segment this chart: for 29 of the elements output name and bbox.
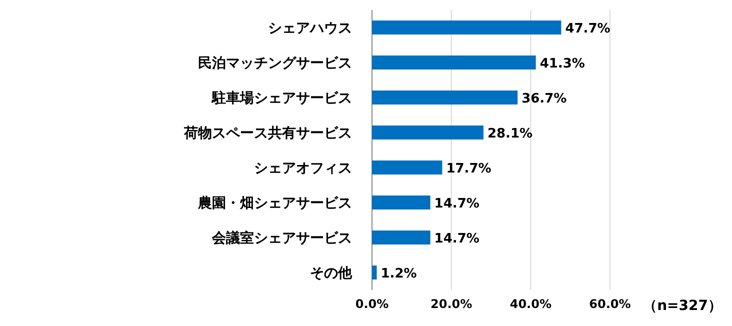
x-tick-label: 20.0% xyxy=(430,297,472,311)
y-tick-label: その他 xyxy=(310,266,353,282)
data-label: 47.7% xyxy=(565,22,610,36)
bar xyxy=(372,126,484,140)
y-tick-label: 駐車場シェアサービス xyxy=(211,90,352,106)
y-tick-label: 会議室シェアサービス xyxy=(211,230,352,246)
bar xyxy=(372,20,562,34)
data-label: 17.7% xyxy=(446,162,492,176)
bar xyxy=(372,90,518,104)
x-tick-label: 40.0% xyxy=(510,297,552,311)
data-label: 14.7% xyxy=(434,196,480,212)
bar xyxy=(372,266,377,280)
text: （n=327） xyxy=(643,298,722,314)
bar xyxy=(372,160,442,174)
y-tick-label: 荷物スペース共有サービス xyxy=(183,126,352,142)
y-tick-label: シェアハウス xyxy=(268,20,352,36)
y-tick-label: シェアオフィス xyxy=(254,160,352,176)
data-label: 36.7% xyxy=(522,92,567,106)
y-tick-label: 農園・畑シェアサービス xyxy=(197,196,352,212)
bar xyxy=(372,230,430,244)
bar xyxy=(372,196,430,210)
data-label: 28.1% xyxy=(487,126,533,142)
x-tick-label: 60.0% xyxy=(589,297,631,311)
x-tick-label: 0.0% xyxy=(355,297,389,311)
bar xyxy=(372,56,536,70)
data-label: 14.7% xyxy=(434,232,480,246)
y-tick-label: 民泊マッチングサービス xyxy=(198,56,352,72)
data-label: 1.2% xyxy=(380,266,417,282)
data-label: 41.3% xyxy=(540,56,585,72)
